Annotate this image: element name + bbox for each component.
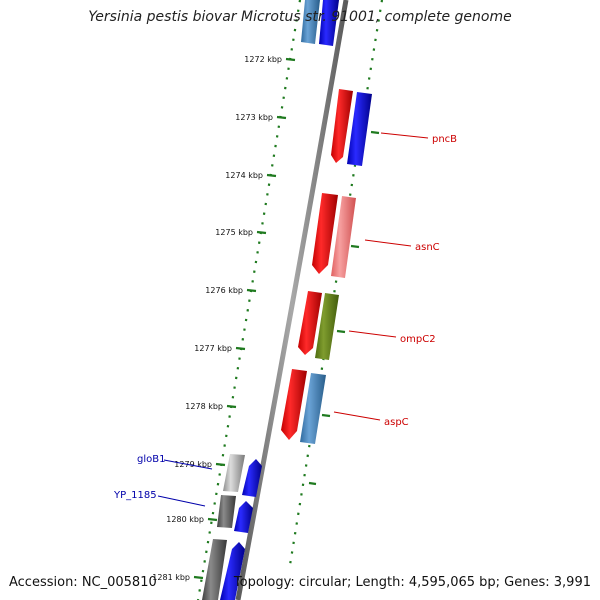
gene-arrow [202, 539, 227, 600]
genome-backbone [235, 0, 349, 600]
gene-leader-line [364, 239, 412, 247]
accession-text: Accession: NC_005810 [9, 575, 157, 590]
scale-tick-label: 1281 kbp [152, 573, 190, 582]
scale-tick-label: 1276 kbp [205, 286, 243, 295]
gene-arrow [300, 373, 326, 444]
gene-row-forward [220, 0, 372, 600]
scale-tick-label: 1278 kbp [185, 402, 223, 411]
gene-arrow [315, 293, 339, 360]
gene-row-reverse [202, 89, 353, 600]
ruler-arc-left [196, 0, 302, 600]
scale-tick-label: 1275 kbp [215, 228, 253, 237]
ruler-arc-right [288, 0, 384, 566]
scale-tick-label: 1272 kbp [244, 55, 282, 64]
gene-leader-line [348, 330, 397, 338]
gene-label[interactable]: gloB1 [137, 454, 165, 465]
gene-leader-line [380, 132, 429, 139]
scale-tick-label: 1279 kbp [174, 460, 212, 469]
gene-leader-line [163, 459, 213, 470]
gene-arrow [217, 495, 236, 528]
scale-ticks: 1272 kbp 1273 kbp 1274 kbp 1275 kbp 1276 kbp… [152, 55, 296, 582]
scale-tick-label: 1280 kbp [166, 515, 204, 524]
gene-arrow [242, 459, 262, 497]
scale-tick-mark [193, 575, 204, 580]
topology-text: Topology: circular; Length: 4,595,065 bp… [233, 575, 591, 590]
scale-tick-mark [285, 57, 296, 62]
gene-labels: pncB asnC ompC2 aspC gloB1 YP_1185 [113, 132, 457, 507]
gene-label[interactable]: asnC [415, 242, 440, 253]
gene-arrow [301, 0, 320, 44]
scale-tick-mark [246, 288, 257, 293]
scale-tick-mark [226, 404, 237, 409]
scale-tick-mark [215, 462, 226, 467]
scale-tick-mark [235, 346, 246, 351]
scale-tick-mark [256, 230, 267, 235]
ruler-ticks-right [308, 130, 380, 486]
scale-tick-label: 1273 kbp [235, 113, 273, 122]
genome-title: Yersinia pestis biovar Microtus str. 910… [88, 9, 512, 25]
scale-tick-mark [266, 173, 277, 178]
gene-arrow [331, 89, 353, 163]
gene-arrow [312, 193, 338, 274]
gene-arrow [220, 542, 245, 600]
gene-label[interactable]: YP_1185 [113, 490, 157, 501]
gene-arrow [319, 0, 339, 46]
gene-arrow [347, 92, 372, 166]
scale-tick-mark [207, 517, 218, 522]
gene-label[interactable]: ompC2 [400, 334, 436, 345]
gene-arrow [331, 196, 356, 278]
gene-arrow [298, 291, 322, 355]
gene-arrow [281, 369, 307, 440]
gene-leader-line [333, 411, 381, 421]
gene-arrow [234, 501, 253, 533]
scale-tick-label: 1274 kbp [225, 171, 263, 180]
scale-tick-mark [276, 115, 287, 120]
gene-label[interactable]: aspC [384, 417, 409, 428]
scale-tick-label: 1277 kbp [194, 344, 232, 353]
gene-leader-line [157, 495, 206, 507]
gene-label[interactable]: pncB [432, 134, 457, 145]
gene-arrow [223, 454, 245, 492]
